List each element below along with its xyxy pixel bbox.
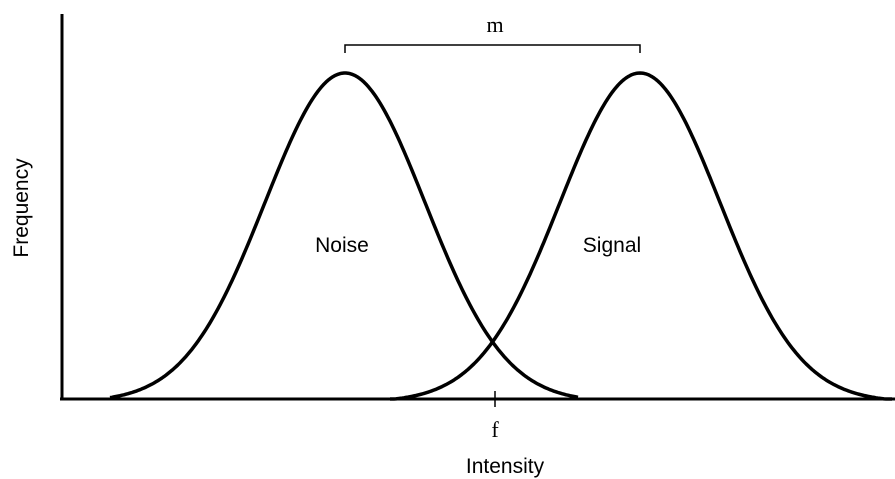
separation-bracket bbox=[344, 44, 641, 53]
x-axis-label: Intensity bbox=[466, 455, 545, 478]
y-axis-label: Frequency bbox=[10, 158, 33, 258]
signal-curve bbox=[390, 71, 892, 401]
noise-curve bbox=[109, 71, 579, 400]
noise-label: Noise bbox=[315, 234, 369, 257]
signal-label: Signal bbox=[583, 234, 641, 257]
separation-label: m bbox=[486, 12, 503, 37]
criterion-label: f bbox=[491, 417, 499, 442]
